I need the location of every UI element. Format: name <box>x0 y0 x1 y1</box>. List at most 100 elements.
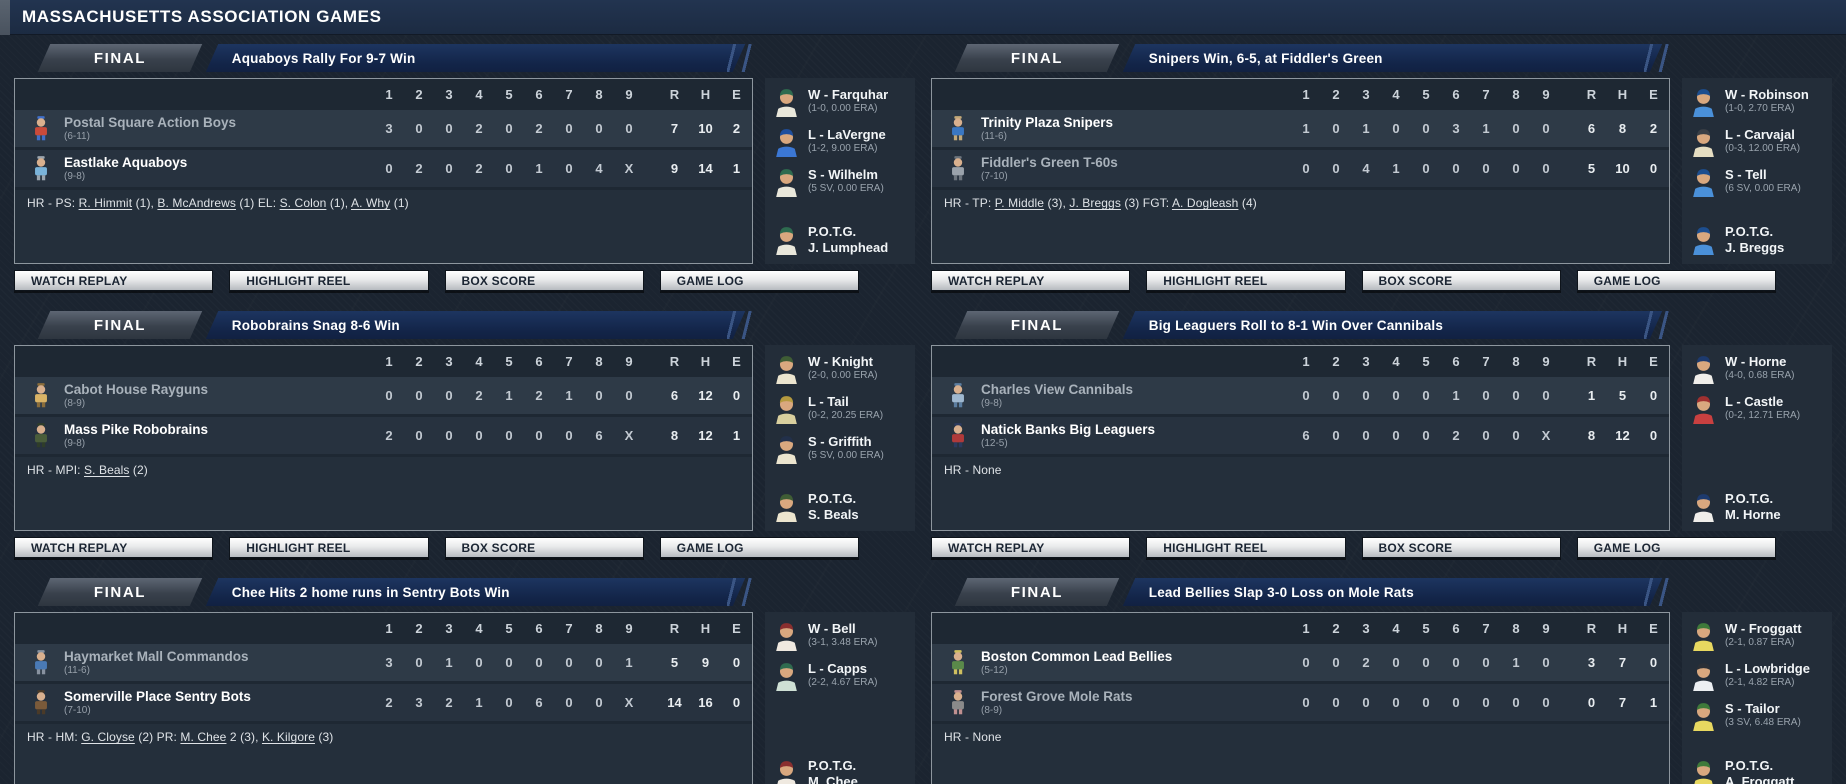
pitcher-decision[interactable]: L - Capps <box>808 661 867 677</box>
team-name[interactable]: Charles View Cannibals <box>981 381 1134 397</box>
errors-header: E <box>1649 86 1658 102</box>
box-score-button[interactable]: BOX SCORE <box>444 537 644 558</box>
pitcher-decision[interactable]: W - Bell <box>808 621 856 637</box>
team-name[interactable]: Boston Common Lead Bellies <box>981 648 1173 664</box>
away-team-row: Trinity Plaza Snipers (11-6) 1 0 1 0 0 3… <box>932 110 1669 147</box>
inning-score: 1 <box>625 655 633 670</box>
game-banner: FINAL Aquaboys Rally For 9-7 Win <box>14 44 757 72</box>
box-score-button[interactable]: BOX SCORE <box>1361 270 1561 291</box>
potg-player[interactable]: J. Breggs <box>1725 239 1785 255</box>
inning-score: 0 <box>1422 655 1430 670</box>
final-banner: FINAL <box>954 578 1120 606</box>
inning-score: 2 <box>1452 428 1460 443</box>
potg-player[interactable]: S. Beals <box>808 506 859 522</box>
hr-player-link[interactable]: S. Colon <box>279 196 327 210</box>
pitcher-avatar-icon <box>1693 663 1714 691</box>
watch-replay-button[interactable]: WATCH REPLAY <box>14 537 214 558</box>
inning-score: 0 <box>1392 655 1400 670</box>
highlight-reel-button[interactable]: HIGHLIGHT REEL <box>229 537 429 558</box>
potg-player[interactable]: M. Chee <box>808 773 858 784</box>
home-team-row: Mass Pike Robobrains (9-8) 2 0 0 0 0 0 0… <box>15 417 752 454</box>
hits-value: 7 <box>1618 695 1627 710</box>
highlight-reel-button[interactable]: HIGHLIGHT REEL <box>229 270 429 291</box>
team-name[interactable]: Postal Square Action Boys <box>64 114 237 130</box>
game-log-button[interactable]: GAME LOG <box>1576 270 1776 291</box>
inning-header: 8 <box>595 620 603 636</box>
line-score-panel: 1 2 3 4 5 6 7 8 9 R H E <box>14 345 753 531</box>
game-log-button[interactable]: GAME LOG <box>1576 537 1776 558</box>
potg-player[interactable]: A. Froggatt <box>1725 773 1795 784</box>
watch-replay-button[interactable]: WATCH REPLAY <box>931 537 1131 558</box>
hr-player-link[interactable]: A. Why <box>351 196 391 210</box>
inning-header: 2 <box>1332 620 1340 636</box>
hr-player-link[interactable]: A. Dogleash <box>1171 196 1239 210</box>
game-log-button[interactable]: GAME LOG <box>659 270 859 291</box>
box-score-button[interactable]: BOX SCORE <box>444 270 644 291</box>
pitcher-decision[interactable]: S - Tailor <box>1725 701 1780 717</box>
watch-replay-button[interactable]: WATCH REPLAY <box>14 270 214 291</box>
inning-score: 0 <box>445 161 453 176</box>
watch-replay-button[interactable]: WATCH REPLAY <box>931 270 1131 291</box>
inning-score: 1 <box>1452 388 1460 403</box>
line-score-panel: 1 2 3 4 5 6 7 8 9 R H E <box>931 78 1670 264</box>
hr-player-link[interactable]: R. Himmit <box>78 196 133 210</box>
team-name[interactable]: Fiddler's Green T-60s <box>981 154 1118 170</box>
inning-header: 1 <box>1302 86 1310 102</box>
team-name[interactable]: Trinity Plaza Snipers <box>981 114 1114 130</box>
pitcher-decision[interactable]: S - Griffith <box>808 434 872 450</box>
team-name[interactable]: Cabot House Rayguns <box>64 381 209 397</box>
pitcher-decision[interactable]: L - Tail <box>808 394 849 410</box>
pitcher-stats: (0-3, 12.00 ERA) <box>1725 143 1801 155</box>
final-banner: FINAL <box>954 311 1120 339</box>
errors-value: 1 <box>732 428 741 443</box>
hr-player-link[interactable]: G. Cloyse <box>81 730 135 744</box>
hr-player-link[interactable]: P. Middle <box>994 196 1045 210</box>
errors-header: E <box>732 353 741 369</box>
team-name[interactable]: Mass Pike Robobrains <box>64 421 209 437</box>
pitcher-decisions-panel: W - Knight (2-0, 0.00 ERA) L - Tail (0-2… <box>765 345 915 531</box>
team-name[interactable]: Eastlake Aquaboys <box>64 154 188 170</box>
pitcher-decision[interactable]: W - Froggatt <box>1725 621 1802 637</box>
inning-score: X <box>624 428 634 443</box>
hr-player-link[interactable]: B. McAndrews <box>157 196 236 210</box>
team-text: Forest Grove Mole Rats (8-9) <box>981 689 1133 716</box>
team-name[interactable]: Forest Grove Mole Rats <box>981 688 1133 704</box>
pitcher-stats: (2-1, 0.87 ERA) <box>1725 637 1795 649</box>
hr-player-link[interactable]: S. Beals <box>84 463 130 477</box>
pitcher-avatar-icon <box>1693 89 1714 117</box>
pitcher-decision[interactable]: S - Tell <box>1725 167 1767 183</box>
pitcher-decision[interactable]: L - Castle <box>1725 394 1784 410</box>
pitcher-decision[interactable]: W - Robinson <box>1725 87 1809 103</box>
inning-score: 0 <box>1512 121 1520 136</box>
hr-player-link[interactable]: J. Breggs <box>1069 196 1121 210</box>
hr-player-link[interactable]: K. Kilgore <box>261 730 315 744</box>
pitcher-decision[interactable]: W - Farquhar <box>808 87 889 103</box>
potg-lines: P.O.T.G. J. Breggs <box>1725 224 1784 257</box>
potg-player[interactable]: M. Horne <box>1725 506 1781 522</box>
team-mascot-icon <box>952 690 964 715</box>
pitcher-decision[interactable]: L - Carvajal <box>1725 127 1795 143</box>
inning-score: 0 <box>1452 695 1460 710</box>
team-name[interactable]: Haymarket Mall Commandos <box>64 648 249 664</box>
box-score-button[interactable]: BOX SCORE <box>1361 537 1561 558</box>
team-record: (8-9) <box>981 704 1003 716</box>
pitcher-decision[interactable]: L - Lowbridge <box>1725 661 1810 677</box>
losing-pitcher-entry: L - Tail (0-2, 20.25 ERA) <box>773 393 909 424</box>
games-grid: FINAL Aquaboys Rally For 9-7 Win 1 2 3 4… <box>0 35 1846 784</box>
potg-player[interactable]: J. Lumphead <box>808 239 889 255</box>
pitcher-decision[interactable]: W - Knight <box>808 354 873 370</box>
pitcher-decision[interactable]: W - Horne <box>1725 354 1787 370</box>
inning-score: 0 <box>1482 655 1490 670</box>
pitcher-decision[interactable]: S - Wilhelm <box>808 167 878 183</box>
potg-label: P.O.T.G. <box>808 757 857 773</box>
team-name[interactable]: Natick Banks Big Leaguers <box>981 421 1156 437</box>
game-log-button[interactable]: GAME LOG <box>659 537 859 558</box>
inning-header: 3 <box>445 353 453 369</box>
highlight-reel-button[interactable]: HIGHLIGHT REEL <box>1146 270 1346 291</box>
hr-player-link[interactable]: M. Chee <box>180 730 227 744</box>
highlight-reel-button[interactable]: HIGHLIGHT REEL <box>1146 537 1346 558</box>
losing-pitcher-entry: L - Capps (2-2, 4.67 ERA) <box>773 660 909 691</box>
errors-value: 0 <box>1649 388 1658 403</box>
team-name[interactable]: Somerville Place Sentry Bots <box>64 688 251 704</box>
pitcher-decision[interactable]: L - LaVergne <box>808 127 886 143</box>
